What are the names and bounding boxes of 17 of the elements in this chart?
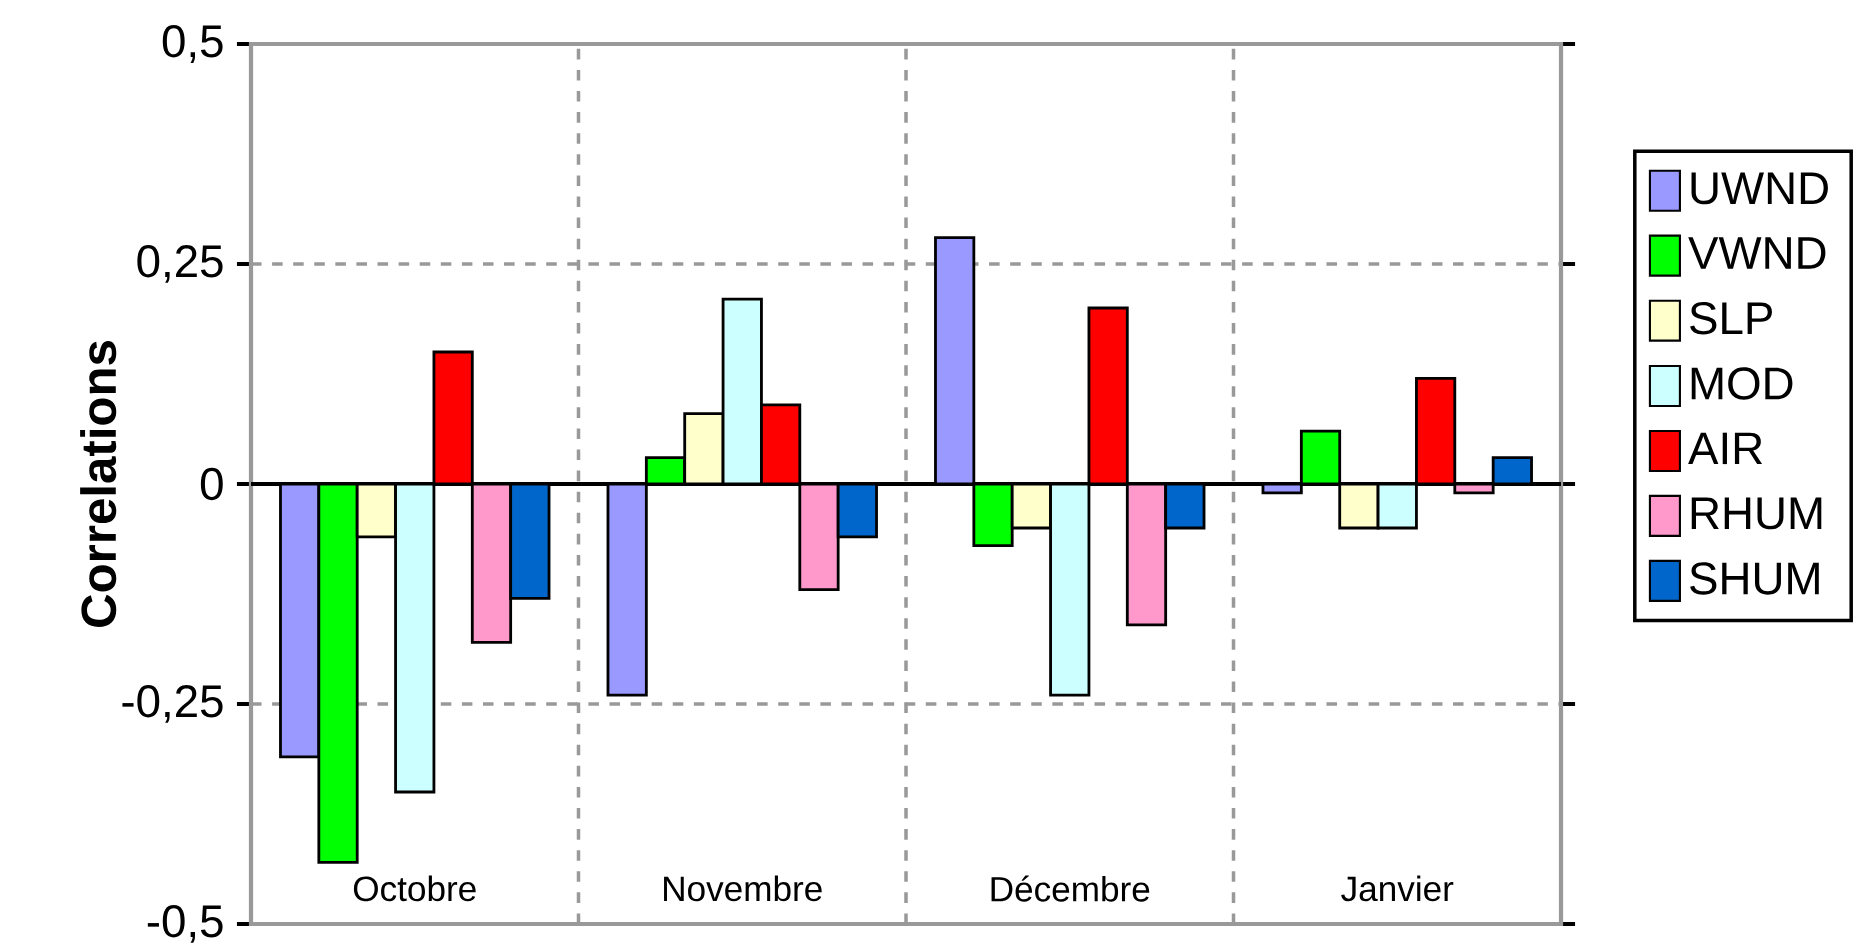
x-tick-label: Décembre [991, 875, 1150, 902]
legend-label: SLP [1690, 302, 1772, 335]
y-tick-label: -0,5 [147, 905, 223, 943]
y-tick-label: 0,25 [137, 245, 223, 283]
y-tick-label: 0,5 [162, 25, 223, 63]
y-tick-label: 0 [200, 467, 223, 501]
x-tick-label: Novembre [664, 875, 822, 902]
x-tick-label: Janvier [1341, 875, 1454, 902]
legend-label: VWND [1688, 237, 1826, 269]
legend-label: UWND [1691, 172, 1828, 205]
legend-label: RHUM [1691, 497, 1822, 530]
y-axis-title: Correlations [80, 341, 117, 627]
legend-label: SHUM [1690, 562, 1819, 595]
legend-label: MOD [1691, 367, 1793, 400]
legend-label: AIR [1688, 432, 1763, 465]
x-tick-label: Octobre [353, 875, 476, 902]
y-tick-label: -0,25 [122, 685, 223, 723]
